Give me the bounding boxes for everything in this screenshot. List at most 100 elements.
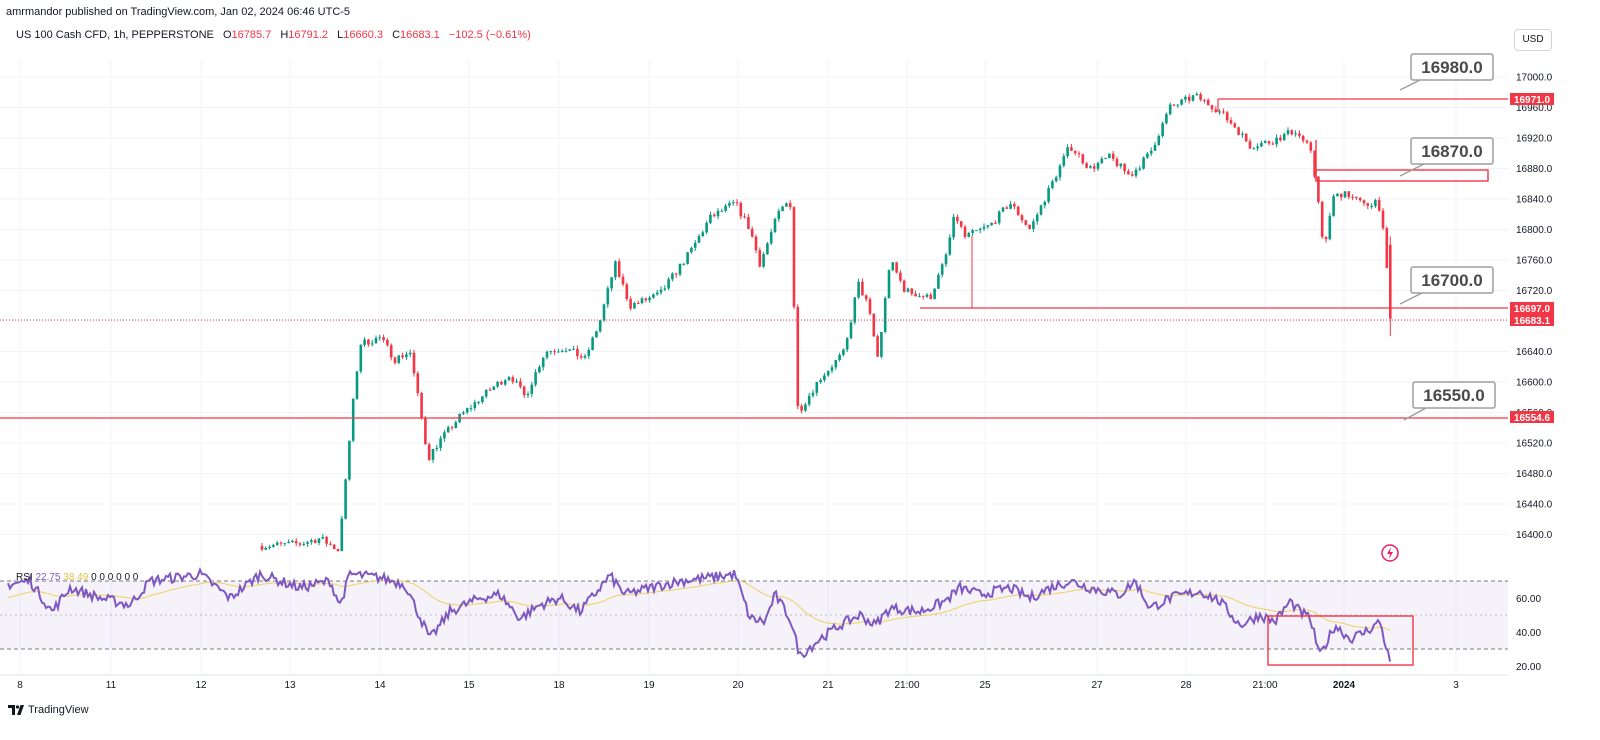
candle-body bbox=[412, 352, 416, 374]
candle-body bbox=[374, 337, 378, 344]
candle-body bbox=[279, 542, 283, 544]
candle-body bbox=[503, 380, 507, 385]
candle-body bbox=[1355, 196, 1358, 199]
candle-body bbox=[910, 288, 914, 294]
candle-body bbox=[1039, 205, 1043, 215]
candle-body bbox=[557, 351, 560, 353]
candle-body bbox=[849, 322, 853, 339]
candle-body bbox=[1089, 166, 1092, 168]
candle-body bbox=[747, 217, 750, 229]
time-axis[interactable]: 8 11 12 13 14 15 18 19 20 21 21:00 25 27 28 21:00 2024 3 bbox=[17, 680, 1459, 691]
candle-body bbox=[545, 351, 549, 358]
candle-body bbox=[644, 298, 648, 301]
callout-16980[interactable]: 16980.0 bbox=[1399, 53, 1494, 91]
callout-text: 16980.0 bbox=[1421, 58, 1482, 77]
candle-body bbox=[260, 545, 264, 550]
candle-body bbox=[959, 221, 963, 227]
candle-body bbox=[507, 377, 511, 381]
candle-body bbox=[1244, 133, 1248, 142]
time-axis-label: 25 bbox=[979, 680, 991, 691]
time-axis-label: 27 bbox=[1091, 680, 1103, 691]
candle-body bbox=[709, 214, 712, 223]
candle-body bbox=[1313, 150, 1316, 177]
rsi-pane[interactable]: 60.00 40.00 20.00 bbox=[0, 567, 1541, 673]
time-axis-label: 19 bbox=[643, 680, 655, 691]
time-axis-label: 18 bbox=[553, 680, 565, 691]
candle-body bbox=[617, 261, 621, 277]
candle-body bbox=[1013, 204, 1016, 207]
candle-body bbox=[1119, 163, 1123, 167]
candle-body bbox=[427, 444, 431, 460]
lightning-icon[interactable] bbox=[1381, 544, 1399, 562]
callout-text: 16700.0 bbox=[1421, 271, 1482, 290]
candle-body bbox=[1035, 214, 1039, 222]
candle-body bbox=[792, 207, 796, 307]
candle-body bbox=[321, 536, 325, 539]
candle-body bbox=[1187, 96, 1191, 101]
candle-body bbox=[883, 298, 887, 332]
candle-body bbox=[1275, 137, 1278, 145]
candle-body bbox=[1294, 133, 1297, 135]
price-axis-label: 16640.0 bbox=[1516, 347, 1553, 358]
candle-body bbox=[956, 216, 959, 222]
currency-button[interactable]: USD bbox=[1514, 29, 1552, 51]
price-axis-label: 16840.0 bbox=[1516, 195, 1553, 206]
candle-body bbox=[469, 407, 473, 409]
candle-body bbox=[1092, 166, 1096, 169]
candle-body bbox=[705, 222, 708, 233]
candle-body bbox=[344, 479, 347, 519]
candle-body bbox=[1385, 228, 1389, 268]
svg-text:16554.6: 16554.6 bbox=[1514, 413, 1551, 424]
candle-body bbox=[351, 398, 355, 441]
candle-body bbox=[1229, 120, 1233, 124]
rsi-axis-20: 20.00 bbox=[1516, 662, 1541, 673]
candle-body bbox=[1317, 176, 1320, 202]
time-axis-label: 21 bbox=[822, 680, 834, 691]
candle-body bbox=[853, 297, 857, 323]
rsi-legend: RSI 22.75 38.49 0 0 0 0 0 0 bbox=[16, 572, 138, 583]
price-axis-label: 16520.0 bbox=[1516, 439, 1553, 450]
candle-body bbox=[845, 338, 849, 350]
candle-body bbox=[902, 280, 906, 292]
candle-body bbox=[796, 306, 800, 407]
candle-body bbox=[762, 254, 765, 267]
symbol-name[interactable]: US 100 Cash CFD, 1h, PEPPERSTONE bbox=[16, 29, 214, 41]
candle-body bbox=[777, 210, 781, 219]
price-axis-label: 16600.0 bbox=[1516, 378, 1553, 389]
candle-body bbox=[1172, 104, 1176, 106]
candle-body bbox=[1374, 199, 1377, 206]
candle-body bbox=[788, 203, 792, 208]
candle-body bbox=[355, 371, 359, 399]
open-label: O bbox=[222, 29, 232, 41]
time-axis-label: 21:00 bbox=[894, 680, 919, 691]
candle-body bbox=[1054, 177, 1058, 182]
candle-body bbox=[769, 232, 773, 244]
candle-body bbox=[982, 226, 986, 229]
candle-body bbox=[576, 348, 579, 357]
candle-body bbox=[1279, 137, 1282, 141]
candle-body bbox=[667, 279, 670, 289]
callout-16550[interactable]: 16550.0 bbox=[1403, 381, 1496, 421]
tradingview-logo-icon bbox=[8, 705, 24, 715]
candle-body bbox=[678, 263, 682, 275]
callout-16700[interactable]: 16700.0 bbox=[1399, 266, 1494, 305]
candle-body bbox=[1115, 158, 1119, 167]
candle-body bbox=[1157, 136, 1161, 145]
rsi-label[interactable]: RSI bbox=[16, 572, 33, 583]
candle-body bbox=[268, 546, 271, 548]
price-axis-label: 16800.0 bbox=[1516, 225, 1553, 236]
price-axis-label: 16400.0 bbox=[1516, 530, 1553, 541]
candle-body bbox=[800, 406, 803, 411]
candle-body bbox=[739, 202, 743, 217]
callout-16870[interactable]: 16870.0 bbox=[1399, 137, 1494, 177]
rsi-value: 22.75 bbox=[35, 572, 61, 583]
candle-body bbox=[1111, 153, 1115, 159]
rsi-highlight-box[interactable] bbox=[1267, 615, 1414, 666]
candle-body bbox=[1260, 143, 1263, 147]
candle-body bbox=[842, 349, 845, 355]
rsi-extra: 0 0 0 0 0 0 bbox=[91, 572, 139, 583]
svg-text:16683.1: 16683.1 bbox=[1514, 316, 1551, 327]
candle-body bbox=[716, 210, 720, 217]
candle-body bbox=[298, 543, 302, 545]
